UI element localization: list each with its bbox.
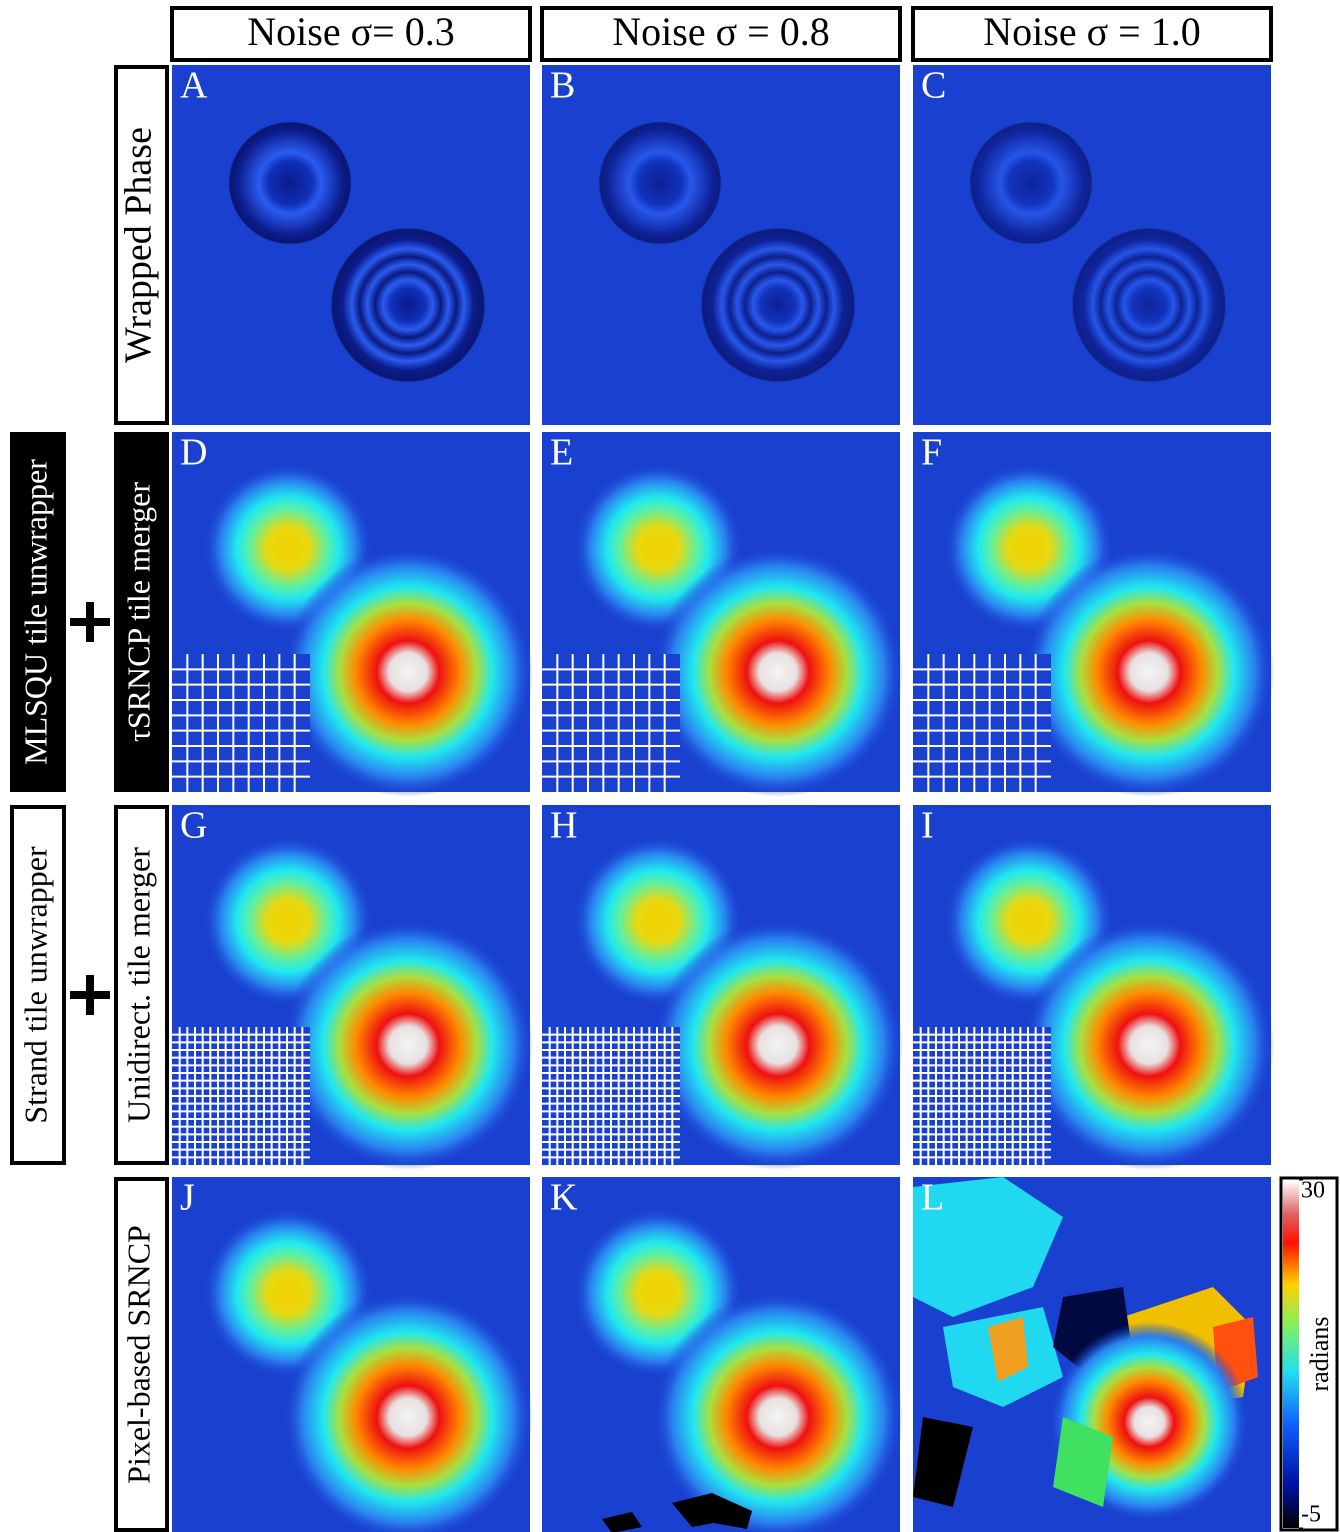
panel-letter: H <box>550 805 577 847</box>
panel: A <box>172 65 530 425</box>
panels: A B C D E F G H I J K L <box>172 65 1274 1532</box>
column-header: Noise σ = 1.0 <box>983 9 1200 54</box>
panel: K <box>542 1177 903 1532</box>
colorbar-label: radians <box>1305 1316 1334 1391</box>
panel-bg <box>913 65 1271 425</box>
panel-letter: D <box>180 432 207 474</box>
panel: C <box>913 65 1271 425</box>
phase-blob <box>1024 920 1274 1170</box>
panel-bg <box>542 65 900 425</box>
phase-ring <box>228 121 352 245</box>
row-label: τSRNCP tile merger <box>120 482 156 742</box>
phase-ring <box>1071 227 1227 383</box>
phase-blob <box>283 1292 533 1532</box>
panel-letter: L <box>921 1177 944 1219</box>
phase-ring <box>598 121 722 245</box>
row-label: Unidirect. tile merger <box>120 847 156 1123</box>
colorbar-tick-label: 30 <box>1301 1178 1325 1204</box>
panel-letter: A <box>180 65 208 107</box>
panel-bg <box>172 65 530 425</box>
figure: A B C D E F G H I J K L Noise σ= 0.3 Noise σ = 0.8 No… <box>0 0 1340 1532</box>
colorbar <box>1283 1180 1299 1528</box>
tile-block <box>542 654 680 792</box>
panel: J <box>172 1177 533 1532</box>
panel: G <box>172 805 533 1170</box>
unwrapper-label: Strand tile unwrapper <box>17 846 53 1124</box>
column-header: Noise σ = 0.8 <box>612 9 829 54</box>
row-label: Pixel-based SRNCP <box>120 1225 156 1484</box>
row-label: Wrapped Phase <box>118 127 160 363</box>
panel-letter: J <box>180 1177 195 1219</box>
panel-letter: I <box>921 805 934 847</box>
panel: D <box>172 432 533 797</box>
colorbar-tick-label: -5 <box>1301 1502 1321 1528</box>
phase-blob <box>653 920 903 1170</box>
panel: F <box>913 432 1274 797</box>
panel-letter: K <box>550 1177 578 1219</box>
panel-letter: B <box>550 65 575 107</box>
column-header: Noise σ= 0.3 <box>247 9 454 54</box>
panel: E <box>542 432 903 797</box>
panel: I <box>913 805 1274 1170</box>
tile-block <box>913 654 1051 792</box>
plus-v <box>86 602 94 642</box>
panel-letter: C <box>921 65 946 107</box>
phase-blob <box>653 1292 903 1532</box>
panel: H <box>542 805 903 1170</box>
phase-ring <box>330 227 486 383</box>
phase-blob <box>283 920 533 1170</box>
panel-letter: E <box>550 432 573 474</box>
phase-ring <box>969 121 1093 245</box>
tile-block <box>172 654 310 792</box>
panel-letter: F <box>921 432 942 474</box>
panel-letter: G <box>180 805 207 847</box>
phase-blob <box>283 547 533 797</box>
phase-blob <box>653 547 903 797</box>
panel: L <box>913 1177 1271 1532</box>
phase-blob <box>1024 547 1274 797</box>
panel: B <box>542 65 900 425</box>
plus-v <box>86 975 94 1015</box>
phase-ring <box>700 227 856 383</box>
unwrapper-label: MLSQU tile unwrapper <box>17 459 53 765</box>
